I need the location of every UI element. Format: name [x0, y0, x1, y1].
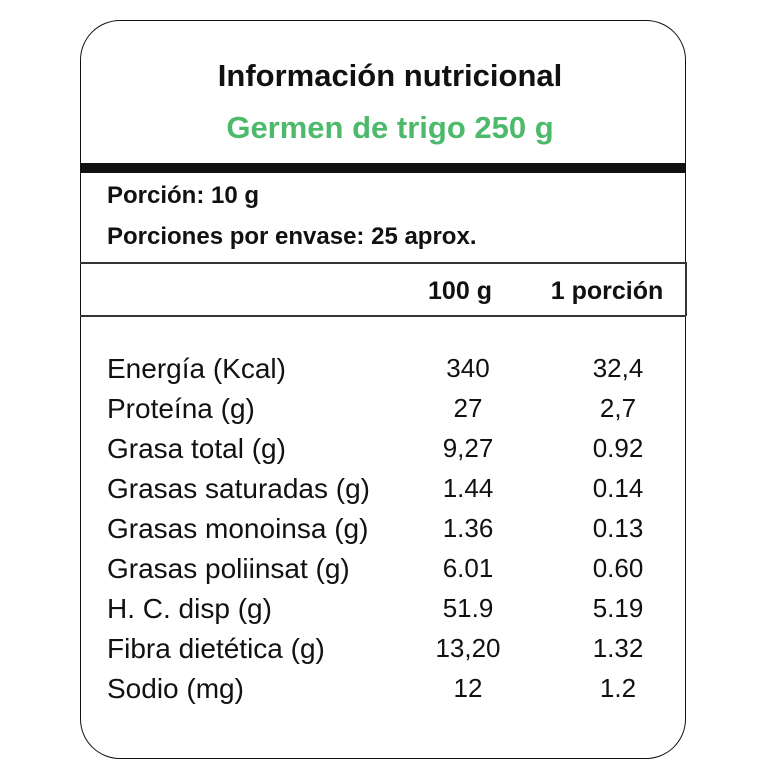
value-portion: 0.92	[592, 433, 644, 463]
nutrient-label: Energía (Kcal)	[107, 353, 286, 384]
nutrient-label: Grasas saturadas (g)	[107, 473, 370, 504]
value-portion: 5.19	[592, 593, 644, 623]
value-100g: 27	[453, 393, 483, 423]
column-header: 100 g	[428, 277, 492, 305]
value-100g: 12	[453, 673, 483, 703]
value-portion: 32,4	[592, 353, 644, 383]
divider-line	[80, 315, 686, 317]
servings-per-container: Porciones por envase: 25 aprox.	[107, 223, 477, 250]
value-portion: 0.14	[592, 473, 644, 503]
value-portion: 1.32	[592, 633, 644, 663]
label-card	[80, 20, 686, 759]
value-100g: 13,20	[435, 633, 501, 663]
value-portion: 0.13	[592, 513, 644, 543]
divider-line	[80, 262, 686, 264]
subtitle: Germen de trigo 250 g	[226, 110, 554, 145]
divider-bar	[80, 163, 686, 173]
nutrient-label: Grasa total (g)	[107, 433, 286, 464]
value-portion: 1.2	[599, 673, 637, 703]
nutrient-label: H. C. disp (g)	[107, 593, 272, 624]
column-header: 1 porción	[550, 277, 664, 305]
value-100g: 1.36	[442, 513, 494, 543]
nutrient-label: Grasas monoinsa (g)	[107, 513, 369, 544]
nutrient-label: Proteína (g)	[107, 393, 255, 424]
value-100g: 340	[446, 353, 490, 383]
value-portion: 0.60	[592, 553, 644, 583]
value-100g: 51.9	[442, 593, 494, 623]
value-100g: 1.44	[442, 473, 494, 503]
divider-line	[685, 262, 687, 316]
nutrient-label: Fibra dietética (g)	[107, 633, 325, 664]
title: Información nutricional	[217, 58, 563, 93]
value-portion: 2,7	[599, 393, 637, 423]
serving-size: Porción: 10 g	[107, 182, 260, 209]
nutrient-label: Sodio (mg)	[107, 673, 244, 704]
value-100g: 9,27	[442, 433, 494, 463]
value-100g: 6.01	[442, 553, 494, 583]
nutrient-label: Grasas poliinsat (g)	[107, 553, 350, 584]
